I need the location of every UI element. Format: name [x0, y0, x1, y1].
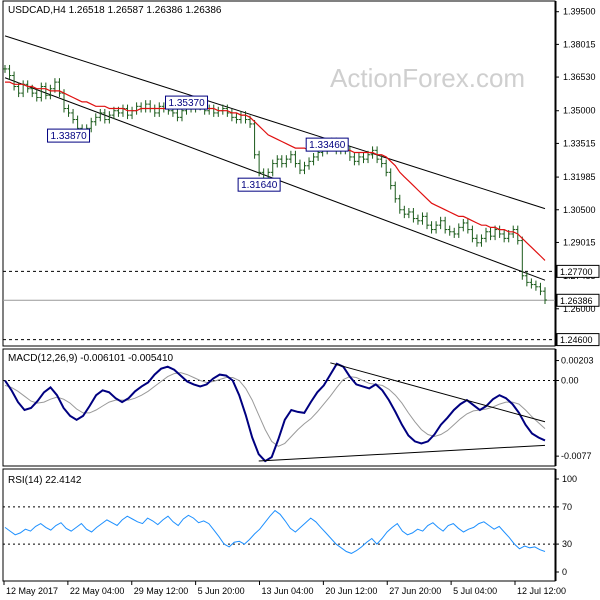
macd-trend-line-1	[258, 444, 546, 462]
rsi-plot	[3, 506, 555, 554]
x-tick-label: 27 Jun 20:00	[389, 586, 441, 596]
macd-tick-label: -0.0077	[561, 451, 592, 461]
channel-line-0	[4, 35, 546, 210]
rsi-title: RSI(14) 22.4142	[8, 475, 82, 486]
x-tick-label: 13 Jun 04:00	[262, 586, 314, 596]
macd-title: MACD(12,26,9) -0.006101 -0.005410	[8, 353, 174, 364]
price-tick-label: 1.36530	[563, 72, 596, 82]
annotation-label: 1.33460	[309, 140, 346, 151]
x-tick-label: 5 Jun 20:00	[198, 586, 245, 596]
level-label-box	[556, 333, 600, 347]
rsi-line	[4, 509, 546, 554]
price-tick-label: 1.29015	[563, 237, 596, 247]
rsi-tick-label: 100	[562, 474, 577, 484]
rsi-panel	[2, 468, 556, 582]
x-tick-label: 12 Jul 12:00	[517, 586, 566, 596]
watermark: ActionForex.com	[330, 63, 525, 93]
price-tick-label: 1.39500	[563, 7, 596, 17]
annotation-label: 1.31640	[241, 180, 278, 191]
x-tick-label: 29 May 12:00	[134, 586, 189, 596]
x-tick-label: 12 May 2017	[6, 586, 58, 596]
rsi-tick-label: 70	[562, 502, 572, 512]
price-panel	[2, 0, 556, 347]
macd-plot	[3, 362, 555, 463]
price-tick-label: 1.26000	[563, 304, 596, 314]
annotation-label: 1.35370	[169, 98, 206, 109]
x-tick-label: 5 Jul 04:00	[453, 586, 497, 596]
macd-panel	[2, 348, 556, 467]
last-price-label-box	[556, 293, 600, 307]
level-label: 1.24600	[560, 335, 593, 345]
macd-tick-label: 0.00	[561, 375, 579, 385]
price-tick-label: 1.31985	[563, 172, 596, 182]
annotation-box	[165, 95, 209, 110]
price-tick-label: 1.33515	[563, 138, 596, 148]
price-tick-label: 1.38015	[563, 39, 596, 49]
axes: 1.39500 1.38015 1.36530 1.35000 1.33515 1.319…	[3, 1, 600, 596]
annotation-box	[305, 137, 349, 152]
moving-average-line	[5, 81, 546, 261]
level-label-box	[556, 264, 600, 278]
price-tick-label: 1.35000	[563, 106, 596, 116]
price-tick-label: 1.30500	[563, 205, 596, 215]
x-tick-label: 20 Jun 12:00	[325, 586, 377, 596]
macd-line	[4, 362, 546, 463]
annotation-box	[237, 177, 281, 192]
last-price-label: 1.26386	[560, 296, 593, 306]
annotation-box	[47, 128, 91, 143]
rsi-tick-label: 0	[562, 567, 567, 577]
level-label: 1.27700	[560, 267, 593, 277]
macd-signal-line	[4, 372, 546, 447]
macd-tick-label: 0.00203	[561, 356, 594, 366]
rsi-tick-label: 30	[562, 539, 572, 549]
price-plot: 1.33870 1.35370 1.31640 1.33460	[3, 35, 555, 341]
annotation-label: 1.33870	[51, 131, 88, 142]
x-tick-label: 22 May 04:00	[70, 586, 125, 596]
price-title: USDCAD,H4 1.26518 1.26587 1.26386 1.2638…	[8, 5, 222, 16]
macd-trend-line-0	[330, 362, 546, 423]
